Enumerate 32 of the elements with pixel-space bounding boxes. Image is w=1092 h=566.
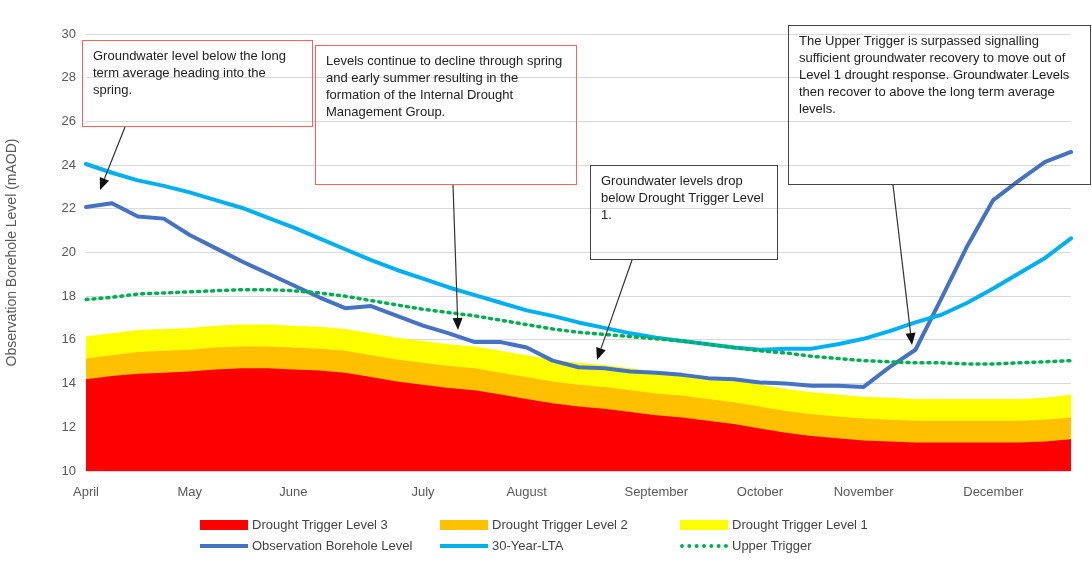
- y-tick-label: 24: [61, 156, 76, 172]
- y-tick-label: 14: [61, 375, 76, 391]
- y-axis-title: Observation Borehole Level (mAOD): [3, 138, 20, 367]
- legend-label: 30-Year-LTA: [492, 538, 564, 553]
- x-tick-label: July: [411, 484, 436, 500]
- x-tick-label: August: [506, 484, 548, 500]
- y-tick-label: 30: [61, 25, 76, 41]
- line-series: [84, 287, 1073, 366]
- x-tick-label: September: [624, 484, 689, 500]
- x-tick-label: October: [736, 484, 784, 500]
- y-tick-label: 20: [61, 244, 76, 260]
- legend-label: Drought Trigger Level 1: [732, 517, 868, 532]
- y-tick-label: 18: [61, 287, 76, 303]
- y-tick-label: 12: [61, 418, 76, 434]
- legend-label: Drought Trigger Level 2: [492, 517, 628, 532]
- x-tick-label: June: [279, 484, 308, 500]
- y-tick-label: 16: [61, 331, 76, 347]
- legend-label: Upper Trigger: [732, 538, 812, 553]
- y-tick-label: 28: [61, 69, 76, 85]
- annotation: The Upper Trigger is surpassed signalling sufficient groundwater recovery to move out of Level 1 drought response. Groundwater Levels then recover to above the long term average levels.: [788, 25, 1091, 185]
- annotation: Levels continue to decline through spring and early summer resulting in the formation of the Internal Drought Management Group.: [315, 45, 577, 185]
- y-tick-label: 10: [61, 462, 76, 478]
- y-tick-label: 22: [61, 200, 76, 216]
- legend-label: Observation Borehole Level: [252, 538, 413, 553]
- x-tick-label: November: [833, 484, 895, 500]
- annotation: Groundwater level below the long term average heading into the spring.: [82, 40, 313, 127]
- legend-label: Drought Trigger Level 3: [252, 517, 388, 532]
- x-tick-label: May: [177, 484, 203, 500]
- annotation: Groundwater levels drop below Drought Trigger Level 1.: [590, 165, 778, 260]
- y-tick-label: 26: [61, 112, 76, 128]
- x-tick-label: December: [963, 484, 1024, 500]
- x-tick-label: April: [72, 484, 100, 500]
